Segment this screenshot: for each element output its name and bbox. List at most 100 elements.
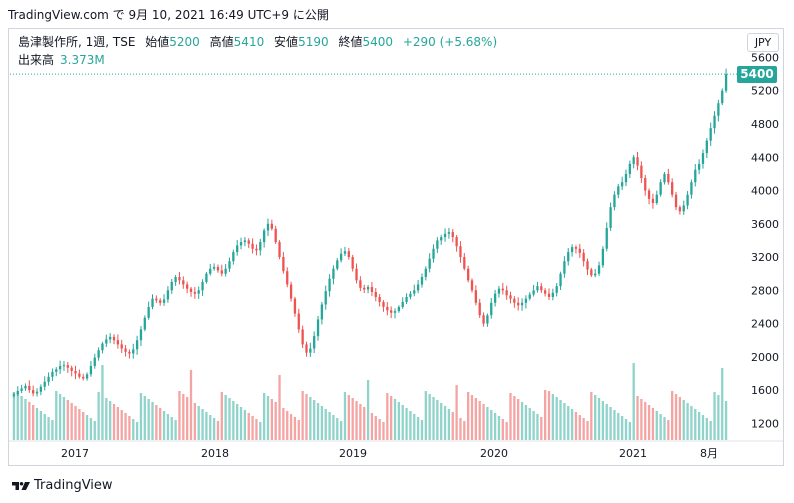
candle-body	[270, 223, 273, 229]
brand-name: TradingView	[34, 478, 113, 493]
volume-bar	[397, 402, 401, 440]
volume-bar	[432, 397, 435, 440]
candle-body	[62, 365, 66, 367]
volume-bar	[78, 409, 81, 440]
candle-body	[374, 291, 377, 297]
candle-body	[366, 286, 370, 290]
volume-bar	[255, 419, 258, 440]
candle	[262, 228, 266, 248]
candle	[132, 343, 135, 359]
candle-body	[482, 315, 485, 324]
candle-body	[174, 277, 177, 282]
volume-bar	[201, 409, 204, 440]
candle	[109, 333, 112, 344]
candle	[536, 281, 539, 293]
volume-bar	[224, 395, 227, 440]
candle-body	[170, 282, 173, 291]
candle	[147, 301, 150, 320]
volume-bar	[366, 380, 370, 440]
candle-body	[224, 268, 227, 274]
candle	[247, 238, 250, 249]
volume-bar	[197, 406, 200, 440]
candle	[628, 160, 631, 179]
candle	[663, 171, 666, 185]
candle-body	[282, 257, 285, 272]
volume-bar	[355, 401, 358, 440]
candle	[482, 312, 485, 327]
volume-bar	[313, 400, 316, 440]
candle	[62, 360, 66, 371]
volume-bar	[563, 403, 566, 440]
candle-body	[697, 163, 701, 170]
candle-body	[105, 339, 108, 344]
candle-body	[274, 228, 277, 243]
candle	[139, 325, 143, 346]
volume-bar	[97, 392, 100, 440]
candle	[363, 284, 366, 294]
volume-bar	[135, 422, 139, 440]
volume-bar	[101, 365, 104, 440]
volume-bar	[440, 403, 443, 440]
price-tick-label: 3600	[751, 218, 779, 231]
candle	[70, 365, 73, 377]
candle	[467, 265, 470, 283]
candle	[405, 293, 408, 305]
volume-bar	[463, 421, 466, 440]
volume-bar	[486, 407, 489, 440]
volume-bar	[363, 407, 366, 440]
volume-bar	[178, 391, 181, 440]
candle	[316, 315, 320, 341]
candle-body	[255, 248, 258, 251]
candle-body	[159, 300, 162, 303]
candle	[667, 168, 670, 185]
candle-body	[520, 302, 524, 306]
volume-bar	[70, 403, 73, 440]
volume-bar	[694, 409, 697, 440]
volume-bar	[467, 392, 470, 440]
candle	[378, 294, 381, 307]
candle	[455, 235, 458, 252]
volume-bar	[551, 394, 555, 440]
candle	[709, 122, 712, 146]
candle-body	[647, 190, 651, 199]
currency-button[interactable]: JPY	[747, 33, 779, 52]
volume-bar	[451, 412, 454, 440]
volume-bar	[705, 418, 708, 440]
candle	[301, 325, 304, 349]
candle	[613, 191, 616, 211]
candle-body	[74, 370, 77, 374]
candle	[678, 205, 682, 215]
candle	[697, 159, 701, 175]
candle	[12, 392, 16, 398]
volume-bar	[251, 416, 254, 440]
candle	[416, 279, 420, 294]
candle-body	[243, 240, 247, 243]
candle-body	[93, 357, 96, 366]
candle	[586, 258, 589, 276]
candle-body	[232, 252, 235, 262]
candle-body	[409, 293, 412, 297]
candle-body	[47, 376, 50, 382]
candle-body	[386, 306, 389, 311]
volume-bar	[532, 411, 535, 440]
candle	[20, 384, 23, 394]
candle-body	[339, 253, 343, 261]
tradingview-logo[interactable]: TradingView	[12, 478, 113, 493]
candle-body	[509, 295, 512, 299]
candle-body	[532, 290, 535, 295]
volume-bar	[39, 411, 43, 440]
candle-body	[578, 248, 581, 253]
candle-body	[143, 317, 146, 330]
volume-bar	[632, 363, 635, 440]
candle-body	[116, 340, 120, 345]
volume-label: 出来高	[18, 53, 55, 67]
candle-body	[540, 286, 543, 291]
candle	[24, 383, 27, 391]
volume-bar	[620, 416, 624, 440]
candle	[540, 282, 543, 293]
volume-bar	[147, 399, 150, 440]
symbol-title[interactable]: 島津製作所, 1週, TSE	[18, 35, 136, 49]
time-tick-label: 2018	[201, 447, 229, 460]
volume-bar	[16, 393, 19, 440]
